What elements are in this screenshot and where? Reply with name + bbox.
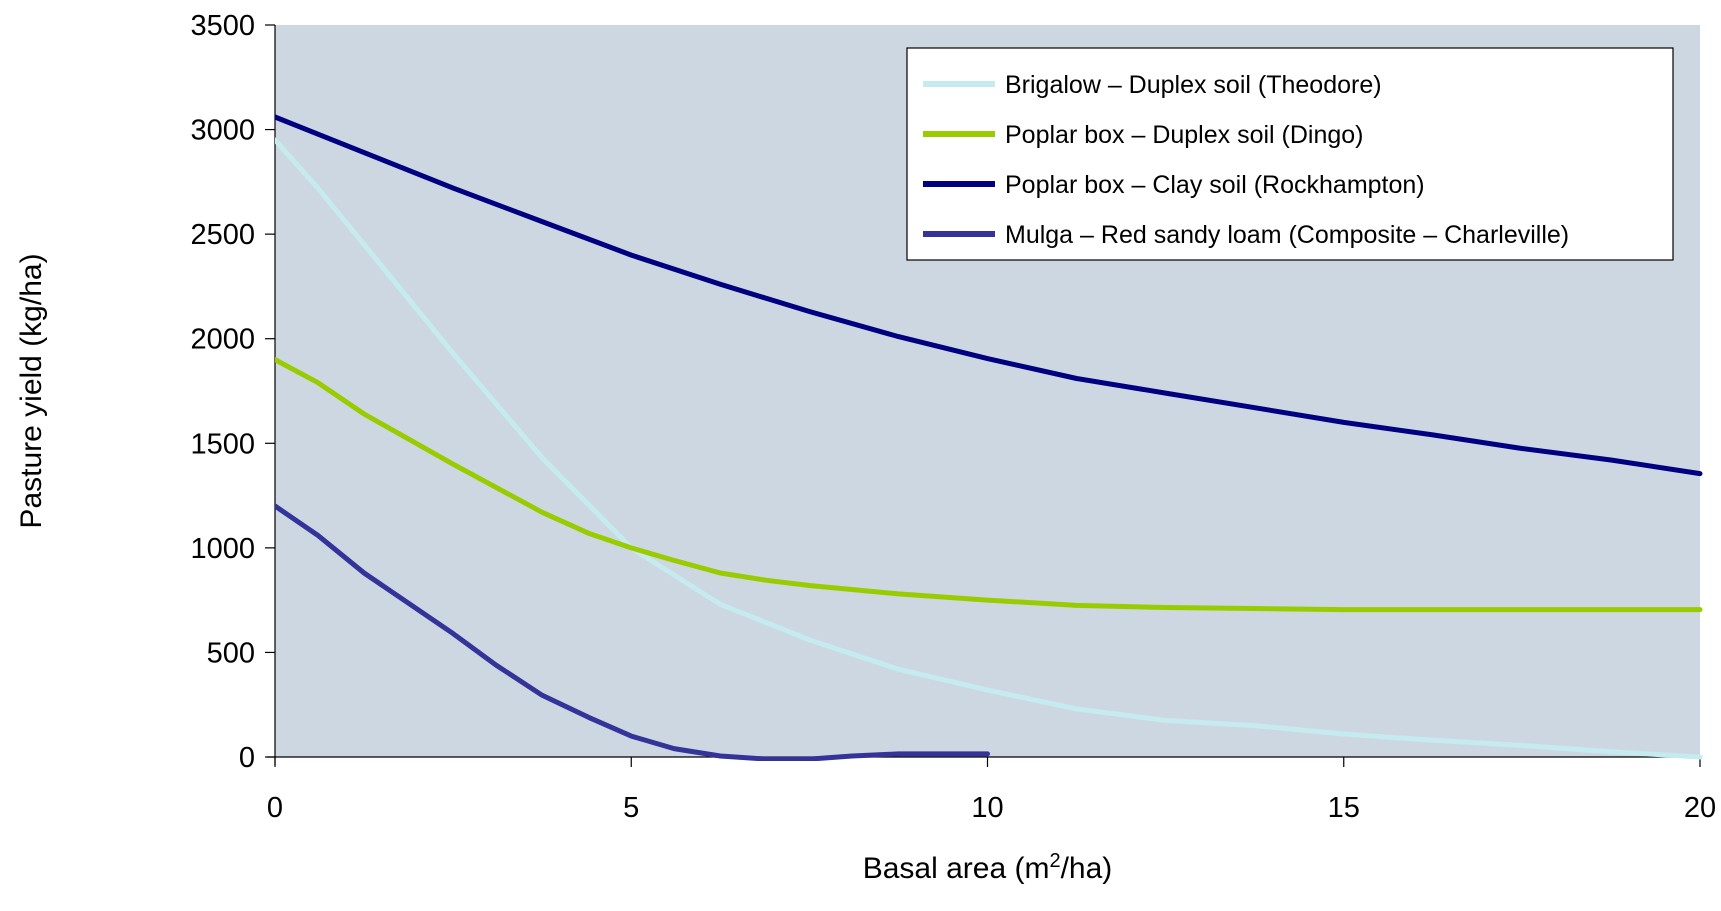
x-axis-title: Basal area (m2/ha) [863,850,1113,885]
series-line-2 [275,357,1703,613]
legend-label-3: Poplar box – Clay soil (Rockhampton) [1005,171,1425,199]
x-tick-label: 0 [267,792,283,824]
legend-box [906,47,1674,261]
series-line-3 [275,114,1703,477]
y-tick-label: 500 [207,637,255,669]
legend-label-1: Brigalow – Duplex soil (Theodore) [1005,71,1382,99]
x-tick-label: 20 [1684,792,1716,824]
y-tick-label: 2000 [190,324,255,356]
series-line-1 [275,137,1703,760]
legend: Brigalow – Duplex soil (Theodore) Poplar … [906,47,1674,261]
series-line-4 [275,503,990,761]
y-tick-label: 3000 [190,115,255,147]
axis-titles: Basal area (m2/ha) Pasture yield (kg/ha) [15,253,1112,885]
y-tick-label: 0 [239,742,255,774]
y-tick-label: 2500 [190,219,255,251]
legend-label-4: Mulga – Red sandy loam (Composite – Char… [1005,221,1569,249]
x-tick-label: 5 [623,792,639,824]
legend-label-2: Poplar box – Duplex soil (Dingo) [1005,121,1364,149]
x-tick-label: 10 [971,792,1003,824]
y-tick-label: 3500 [190,10,255,42]
y-tick-label: 1500 [190,428,255,460]
y-tick-label: 1000 [190,533,255,565]
y-axis-title: Pasture yield (kg/ha) [15,253,48,528]
x-tick-label: 15 [1328,792,1360,824]
axes: 0 500 1000 1500 2000 2500 3000 3500 0 5 10 15 20 [190,10,1716,824]
series-lines [275,114,1703,761]
